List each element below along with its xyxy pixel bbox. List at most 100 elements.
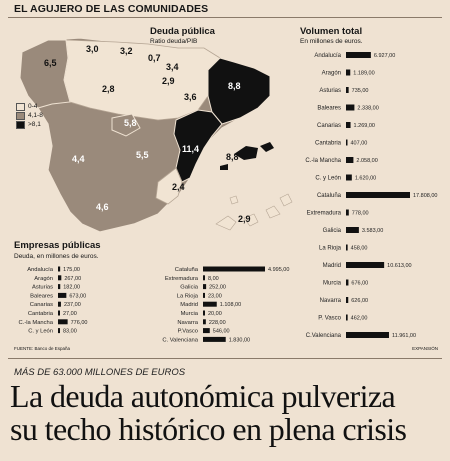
companies-category-label: Extremadura	[165, 276, 199, 282]
companies-value-label: 673,00	[69, 293, 86, 299]
companies-category-label: Cantabria	[28, 311, 54, 317]
legend-swatch-mid	[16, 111, 25, 120]
volume-bar	[346, 139, 348, 146]
volume-value-label: 458,00	[351, 246, 368, 252]
map-value-andalucia: 4,6	[96, 202, 109, 212]
companies-bar	[58, 266, 61, 272]
companies-value-label: 8,00	[208, 276, 219, 282]
companies-category-label: C. Valenciana	[162, 337, 198, 343]
companies-category-label: Madrid	[180, 302, 198, 308]
companies-bar	[203, 301, 217, 307]
map-value-extremadura: 4,4	[72, 154, 85, 164]
volume-category-label: Andalucía	[314, 53, 341, 59]
volume-bar	[346, 227, 359, 233]
volume-bar	[346, 332, 389, 338]
map-canarias-2	[243, 213, 259, 227]
companies-category-label: Aragón	[34, 276, 53, 282]
map-canarias-5	[229, 195, 239, 205]
legend-label-mid: 4,1-8	[28, 112, 43, 119]
map-value-castilla-la-mancha: 5,5	[136, 150, 149, 160]
legend-item-high: >8,1	[16, 120, 43, 129]
companies-value-label: 1.830,00	[229, 337, 250, 343]
companies-chart: Andalucía 175,00 Aragón 267,00 Asturias 182,0…	[19, 266, 289, 343]
map-legend: 0-4 4,1-8 >8,1	[16, 102, 43, 129]
legend-item-mid: 4,1-8	[16, 111, 43, 120]
companies-value-label: 23,00	[208, 293, 222, 299]
volume-bar	[346, 262, 385, 268]
map-value-baleares: 8,8	[226, 152, 239, 162]
volume-bar	[346, 314, 348, 321]
companies-bar	[203, 266, 265, 272]
infographic: 6,5 3,0 3,2 0,7 3,4 8,8 2,8 2,9 3,6 5,8 …	[0, 18, 450, 358]
companies-category-label: La Rioja	[177, 293, 199, 299]
volume-value-label: 17.808,00	[413, 193, 437, 199]
companies-category-label: C. y León	[28, 329, 53, 335]
companies-value-label: 175,00	[63, 267, 80, 273]
map-baleares-2	[260, 142, 274, 152]
companies-value-label: 252,00	[209, 285, 226, 291]
companies-value-label: 546,00	[213, 329, 230, 335]
map-canarias-3	[265, 205, 281, 219]
volume-value-label: 11.961,00	[392, 333, 416, 339]
volume-category-label: Asturias	[319, 88, 341, 94]
volume-value-label: 1.189,00	[353, 71, 374, 77]
legend-swatch-low	[16, 102, 25, 111]
volume-category-label: C.-la Mancha	[305, 158, 341, 164]
companies-category-label: P.Vasco	[178, 329, 198, 335]
legend-label-low: 0-4	[28, 103, 38, 110]
map-value-madrid: 5,8	[124, 118, 137, 128]
companies-value-label: 1.108,00	[220, 302, 241, 308]
volume-category-label: Cataluña	[317, 193, 342, 199]
companies-bar	[203, 292, 205, 298]
companies-category-label: Galicia	[180, 285, 198, 291]
companies-bar	[58, 292, 67, 298]
map-canarias-1	[215, 215, 237, 231]
companies-category-label: Murcia	[181, 311, 199, 317]
map-value-c-valenciana: 11,4	[182, 144, 200, 154]
map-shapes	[19, 37, 293, 233]
volume-bar	[346, 174, 352, 181]
map-value-navarra: 3,4	[166, 62, 179, 72]
legend-item-low: 0-4	[16, 102, 43, 111]
map-value-aragon: 3,6	[184, 92, 197, 102]
companies-bar	[58, 328, 60, 334]
volume-category-label: Madrid	[323, 263, 341, 269]
volume-value-label: 1.269,00	[354, 123, 375, 129]
map-cataluna	[207, 57, 271, 125]
volume-category-label: Cantabria	[315, 141, 342, 147]
volume-bar	[346, 157, 354, 163]
volume-value-label: 6.927,00	[374, 53, 395, 59]
companies-bar	[203, 275, 205, 281]
companies-bar	[203, 310, 205, 316]
map-value-canarias: 2,9	[238, 214, 251, 224]
volume-chart: Andalucía 6.927,00 Aragón 1.189,00 Asturias 7…	[305, 52, 437, 339]
map-canarias-4	[279, 193, 293, 207]
map-value-cantabria: 3,2	[120, 46, 133, 56]
headline-line-1: La deuda autonómica pulveriza	[10, 378, 396, 414]
volume-bar	[346, 52, 371, 58]
companies-category-label: Navarra	[177, 320, 198, 326]
volume-bar	[346, 104, 355, 111]
volume-chart-title: Volumen total	[300, 26, 363, 37]
bottom-rule	[8, 358, 442, 359]
map-value-castilla-leon: 2,8	[102, 84, 115, 94]
spain-map: 6,5 3,0 3,2 0,7 3,4 8,8 2,8 2,9 3,6 5,8 …	[8, 18, 296, 252]
legend-swatch-high	[16, 120, 25, 129]
volume-value-label: 778,00	[352, 211, 369, 217]
companies-value-label: 776,00	[71, 320, 88, 326]
companies-category-label: C.-la Mancha	[19, 320, 54, 326]
companies-bar	[58, 310, 60, 316]
volume-category-label: Extremadura	[307, 211, 342, 217]
volume-category-label: C.Valenciana	[306, 333, 342, 339]
volume-value-label: 626,00	[351, 298, 368, 304]
volume-value-label: 735,00	[352, 88, 369, 94]
article-headline: La deuda autonómica pulveriza su techo h…	[10, 378, 407, 446]
credit: EXPANSIÓN	[412, 346, 438, 351]
map-value-murcia: 2,4	[172, 182, 185, 192]
map-baleares-1	[234, 146, 258, 160]
map-value-la-rioja: 2,9	[162, 76, 175, 86]
companies-chart-subtitle: Deuda, en millones de euros.	[14, 253, 99, 260]
volume-bar	[346, 122, 351, 128]
volume-bar	[346, 244, 348, 251]
companies-value-label: 27,00	[63, 311, 77, 317]
